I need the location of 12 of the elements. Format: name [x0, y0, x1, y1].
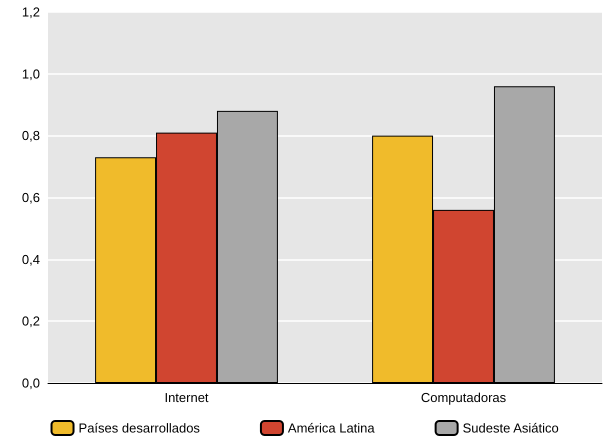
y-tick-label: 0,2 — [22, 314, 40, 329]
legend-label: Sudeste Asiático — [462, 420, 559, 436]
y-tick-label: 1,0 — [22, 66, 40, 82]
x-tick-label: Internet — [164, 390, 209, 405]
y-tick-label: 0,8 — [22, 128, 40, 144]
y-tick-label: 0,4 — [22, 252, 40, 267]
y-tick-label: 1,2 — [22, 4, 40, 20]
x-tick-label: Computadoras — [420, 390, 507, 405]
legend-label: América Latina — [288, 420, 376, 436]
y-tick-label: 0,6 — [22, 190, 40, 205]
legend-label: Países desarrollados — [78, 420, 200, 436]
y-tick-label: 0,0 — [22, 376, 40, 390]
